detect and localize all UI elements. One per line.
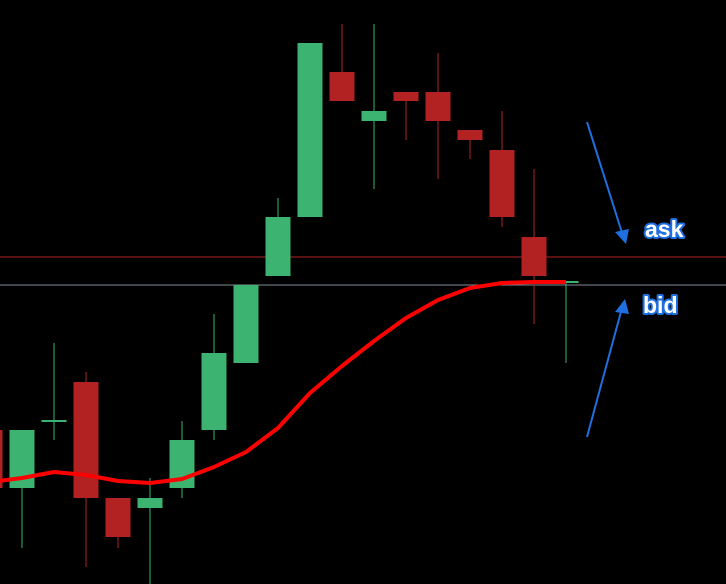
ask-arrow-head bbox=[615, 229, 629, 244]
candle-body bbox=[137, 498, 163, 508]
moving-average bbox=[0, 280, 566, 485]
candle-body bbox=[521, 237, 547, 276]
bid-label: bid bbox=[643, 292, 678, 318]
candle-body bbox=[329, 72, 355, 101]
candle-body bbox=[265, 217, 291, 276]
candle-body bbox=[457, 130, 483, 140]
candle-body bbox=[489, 150, 515, 217]
candle-body bbox=[201, 353, 227, 430]
candle-body bbox=[393, 92, 419, 101]
ask-arrow bbox=[586, 121, 624, 237]
bid-arrow-head bbox=[615, 299, 629, 314]
ask-label: ask bbox=[645, 216, 684, 242]
bid-arrow bbox=[586, 307, 623, 438]
candle-body bbox=[41, 420, 67, 422]
candle-body bbox=[105, 498, 131, 537]
candle-body bbox=[297, 43, 323, 217]
candle-body bbox=[73, 382, 99, 498]
candle-body bbox=[233, 285, 259, 363]
candle-body bbox=[425, 92, 451, 121]
candle-body bbox=[361, 111, 387, 121]
plot-area bbox=[0, 24, 726, 584]
candle-body bbox=[0, 430, 3, 488]
